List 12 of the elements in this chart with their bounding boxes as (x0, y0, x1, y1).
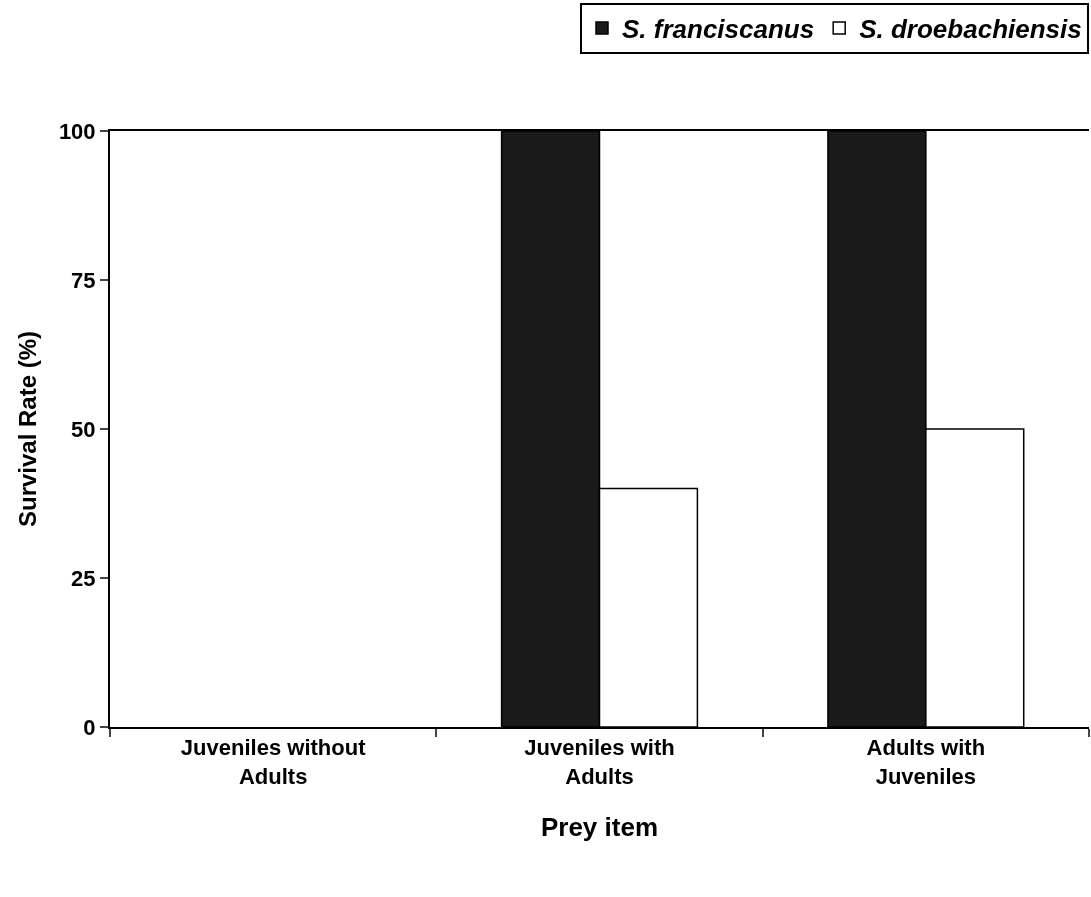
y-tick-label: 50 (71, 416, 96, 442)
legend-label: S. franciscanus (622, 14, 815, 45)
x-tick-label: Juveniles without Adults (180, 735, 367, 789)
y-axis-title: Survival Rate (%) (14, 330, 42, 528)
y-tick-label: 100 (58, 118, 96, 144)
x-tick-label: Adults with Juveniles (866, 735, 986, 789)
y-tick-label: 75 (71, 267, 96, 293)
y-tick-label: 0 (83, 714, 96, 740)
legend-label: S. droebachiensis (859, 14, 1082, 45)
x-axis-title: Prey item (540, 812, 659, 843)
y-tick-label: 25 (71, 565, 96, 591)
x-tick-label: Juveniles with Adults (524, 735, 675, 789)
